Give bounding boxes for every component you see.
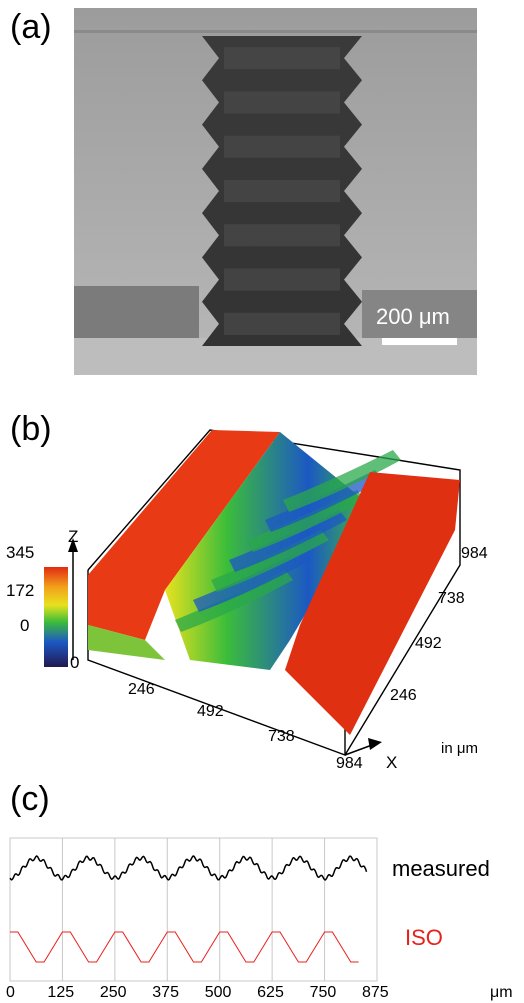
box-back-edges xyxy=(87,429,461,756)
series-measured-line xyxy=(9,855,368,881)
left-wall xyxy=(88,625,165,660)
channel-band xyxy=(224,47,340,70)
micrograph-image: 200 μm xyxy=(74,8,477,375)
x-tick-label: 250 xyxy=(100,984,127,1001)
profile-chart: 0 125 250 375 500 625 750 875 μm measured ISO xyxy=(6,837,513,1001)
channel-band xyxy=(224,91,340,114)
plot-frame xyxy=(9,837,378,982)
units-label: in μm xyxy=(441,740,478,757)
x-tick-label: 500 xyxy=(205,984,232,1001)
x-tick-246: 246 xyxy=(128,681,155,698)
valley-ridge xyxy=(229,510,347,572)
channel-band xyxy=(224,135,340,158)
series-iso-line xyxy=(10,931,359,963)
x-tick-label: 375 xyxy=(152,984,179,1001)
valley-ridge xyxy=(175,570,293,632)
panel-b-label: (b) xyxy=(10,410,52,448)
y-tick-984: 984 xyxy=(461,545,488,562)
valley-ridge xyxy=(193,550,311,612)
y-tick-246: 246 xyxy=(390,687,417,704)
x-tick-label: 125 xyxy=(47,984,74,1001)
channel-band xyxy=(224,312,340,335)
y-tick-738: 738 xyxy=(438,590,465,607)
left-plateau xyxy=(88,430,280,640)
x-tick-984: 984 xyxy=(336,755,363,772)
panel-a-label: (a) xyxy=(10,8,52,46)
x-axis-arrow xyxy=(368,738,382,750)
legend-iso: ISO xyxy=(405,925,443,950)
valley-ridge xyxy=(283,450,401,512)
x-axis-label: X xyxy=(386,753,397,772)
colorbar xyxy=(44,567,68,667)
colorbar-tick-172: 172 xyxy=(6,581,34,600)
debris-region-right xyxy=(362,290,477,338)
colorbar-tick-0: 0 xyxy=(20,616,29,635)
scale-bar-label: 200 μm xyxy=(376,304,450,329)
x-tick-492: 492 xyxy=(197,703,224,720)
x-tick-label: 750 xyxy=(310,984,337,1001)
surface-plot: 345 172 0 Z 0 X 246 492 738 984 246 492 … xyxy=(6,429,488,772)
z-axis-arrow xyxy=(68,538,78,552)
colorbar-tick-345: 345 xyxy=(6,543,34,562)
right-plateau xyxy=(285,472,460,735)
channel-band xyxy=(224,268,340,291)
x-tick-label: 875 xyxy=(362,984,389,1001)
scale-bar xyxy=(382,338,457,345)
x-tick-label: 625 xyxy=(257,984,284,1001)
legend-measured: measured xyxy=(392,856,490,881)
z-axis-label: Z xyxy=(68,527,78,546)
valley-ridge xyxy=(247,490,365,552)
z-axis-origin: 0 xyxy=(70,653,79,672)
valley-ridge xyxy=(211,530,329,592)
channel-band xyxy=(224,179,340,203)
channel-band xyxy=(224,224,340,247)
panel-c-label: (c) xyxy=(10,780,50,818)
x-tick-738: 738 xyxy=(268,728,295,745)
y-tick-492: 492 xyxy=(415,635,442,652)
x-tick-label: 0 xyxy=(6,984,15,1001)
valley-ridge xyxy=(265,470,383,532)
x-unit: μm xyxy=(490,984,513,1001)
debris-region-left xyxy=(74,286,199,338)
